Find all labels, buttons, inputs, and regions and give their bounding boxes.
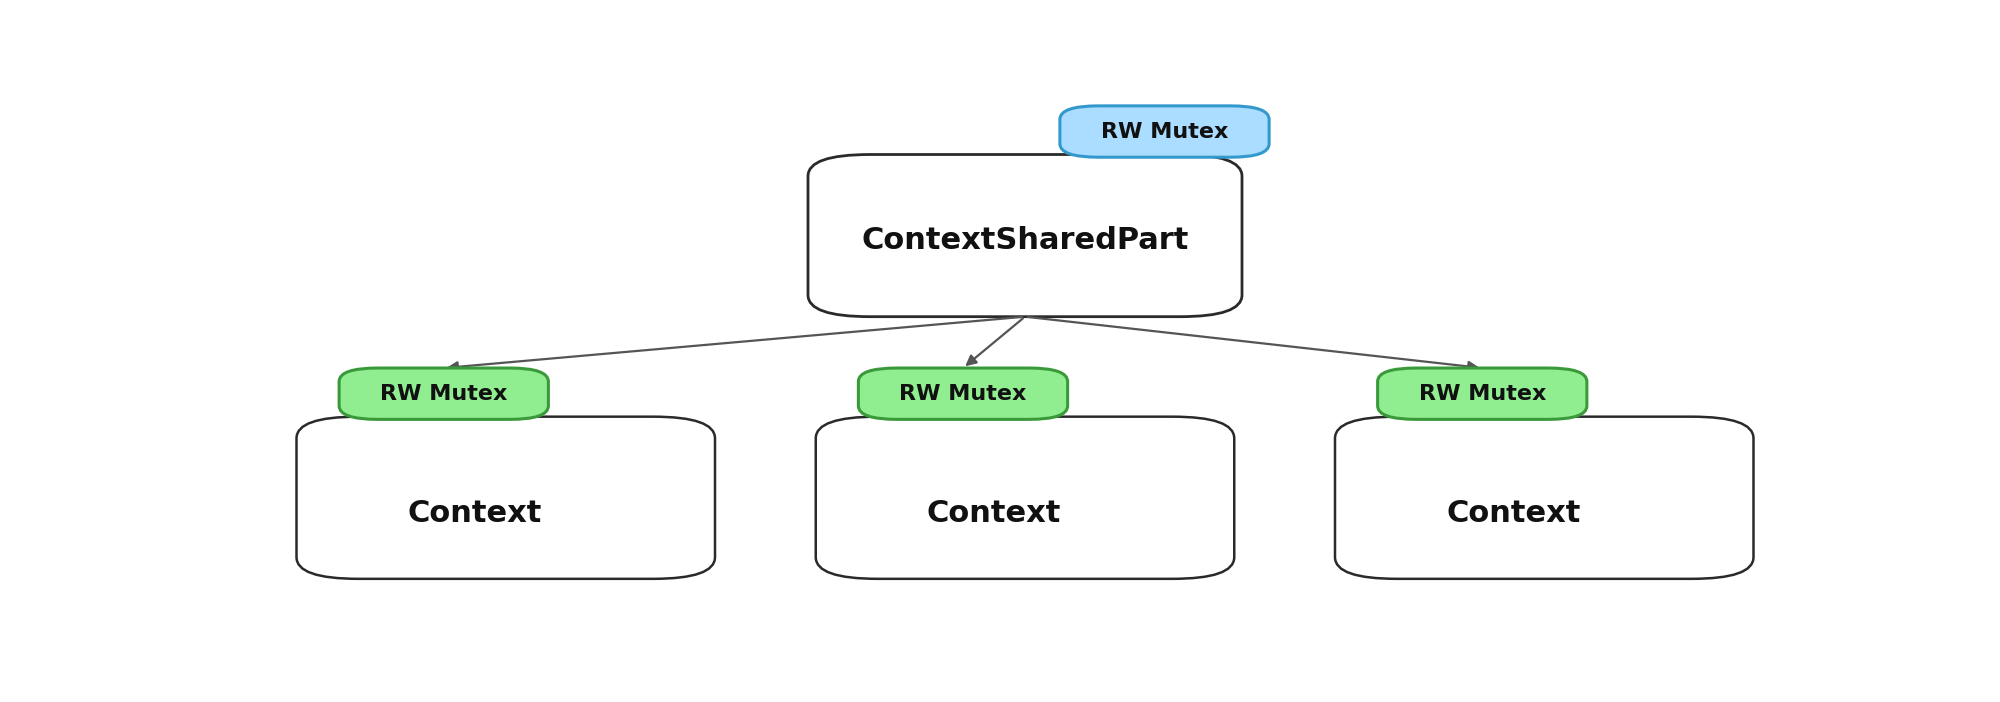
FancyBboxPatch shape	[296, 417, 716, 579]
FancyBboxPatch shape	[858, 368, 1068, 419]
Text: Context: Context	[408, 499, 542, 529]
Text: ContextSharedPart: ContextSharedPart	[862, 227, 1188, 256]
Text: RW Mutex: RW Mutex	[380, 384, 508, 404]
FancyBboxPatch shape	[808, 154, 1242, 317]
FancyBboxPatch shape	[1378, 368, 1586, 419]
FancyBboxPatch shape	[816, 417, 1234, 579]
FancyBboxPatch shape	[1060, 106, 1270, 157]
FancyBboxPatch shape	[1336, 417, 1754, 579]
Text: RW Mutex: RW Mutex	[1100, 121, 1228, 142]
Text: Context: Context	[926, 499, 1062, 529]
Text: RW Mutex: RW Mutex	[900, 384, 1026, 404]
FancyBboxPatch shape	[340, 368, 548, 419]
Text: Context: Context	[1446, 499, 1580, 529]
Text: RW Mutex: RW Mutex	[1418, 384, 1546, 404]
